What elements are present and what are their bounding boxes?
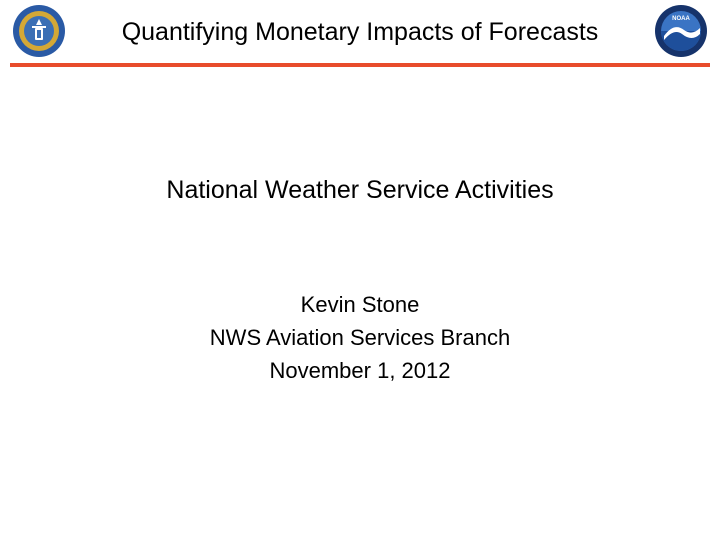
- header: NOAA Quantifying Monetary Impacts of For…: [0, 0, 720, 68]
- presentation-date: November 1, 2012: [0, 354, 720, 387]
- presenter-org: NWS Aviation Services Branch: [0, 321, 720, 354]
- title-underline: [10, 63, 710, 67]
- subtitle: National Weather Service Activities: [0, 176, 720, 205]
- commerce-seal-icon: [12, 4, 66, 58]
- body-block: Kevin Stone NWS Aviation Services Branch…: [0, 288, 720, 387]
- presenter-name: Kevin Stone: [0, 288, 720, 321]
- page-title: Quantifying Monetary Impacts of Forecast…: [80, 18, 640, 47]
- noaa-seal-icon: NOAA: [654, 4, 708, 58]
- svg-text:NOAA: NOAA: [672, 16, 690, 22]
